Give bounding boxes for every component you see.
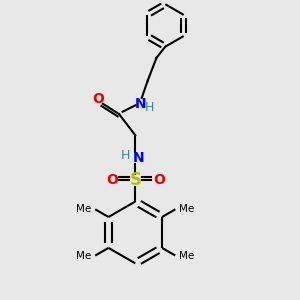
Text: O: O (106, 173, 118, 187)
Text: H: H (145, 101, 154, 114)
Text: Me: Me (76, 250, 92, 261)
Text: N: N (134, 97, 146, 111)
Text: O: O (92, 92, 104, 106)
Text: S: S (129, 171, 141, 189)
Text: Me: Me (179, 204, 194, 214)
Text: Me: Me (179, 250, 194, 261)
Text: Me: Me (76, 204, 92, 214)
Text: O: O (153, 173, 165, 187)
Text: H: H (121, 149, 130, 162)
Text: N: N (133, 151, 145, 165)
